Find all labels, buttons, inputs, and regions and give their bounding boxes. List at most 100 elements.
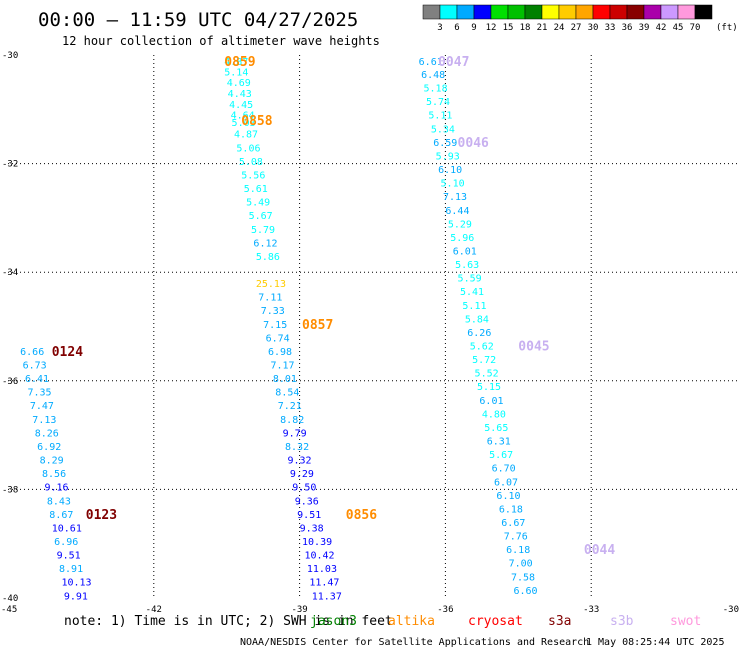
chart-title: 00:00 — 11:59 UTC 04/27/2025	[38, 9, 358, 31]
swh-value: 7.33	[261, 306, 285, 317]
colorbar-label: 24	[554, 23, 565, 33]
swh-value: 5.63	[455, 260, 479, 271]
colorbar-swatch	[609, 4, 628, 20]
swh-value: 5.11	[462, 301, 486, 312]
swh-value: 6.48	[421, 70, 445, 81]
swh-value: 9.79	[283, 428, 307, 439]
colorbar-swatch	[643, 4, 662, 20]
x-tick-label: -36	[437, 605, 453, 615]
swh-value: 6.44	[445, 206, 469, 217]
swh-value: 9.32	[287, 456, 311, 467]
swh-value: 9.51	[57, 551, 81, 562]
swh-value: 8.54	[275, 388, 299, 399]
swh-value: 11.37	[312, 591, 342, 602]
swh-value: 6.59	[433, 138, 457, 149]
pass-time-label: 0046	[458, 136, 489, 151]
y-tick-label: -30	[2, 51, 18, 61]
colorbar-swatch	[592, 4, 611, 20]
swh-value: 10.61	[52, 523, 82, 534]
colorbar-swatch	[456, 4, 475, 20]
swh-value: 5.84	[465, 314, 489, 325]
swh-value: 6.26	[467, 328, 491, 339]
colorbar-swatch	[626, 4, 645, 20]
swh-value: 5.74	[426, 97, 450, 108]
swh-value: 6.60	[513, 586, 537, 597]
colorbar-label: 30	[588, 23, 599, 33]
swh-value: 5.56	[241, 170, 265, 181]
swh-value: 5.52	[475, 369, 499, 380]
swh-value: 8.56	[42, 469, 66, 480]
swh-value: 5.86	[256, 252, 280, 263]
swh-value: 5.41	[460, 287, 484, 298]
colorbar-label: 39	[639, 23, 650, 33]
swh-value: 9.36	[295, 496, 319, 507]
swh-value: 5.03	[232, 118, 256, 129]
swh-value: 6.10	[496, 491, 520, 502]
swh-value: 8.01	[273, 374, 297, 385]
swh-value: 10.13	[61, 578, 91, 589]
swh-value: 5.18	[424, 84, 448, 95]
colorbar-swatch	[541, 4, 560, 20]
footer-credit: NOAA/NESDIS Center for Satellite Applica…	[240, 637, 589, 648]
chart-subtitle: 12 hour collection of altimeter wave hei…	[62, 34, 380, 48]
y-tick-label: -32	[2, 160, 18, 170]
swh-value: 9.38	[300, 523, 324, 534]
swh-value: 7.13	[443, 192, 467, 203]
swh-value: 11.47	[309, 578, 339, 589]
legend-cryosat: cryosat	[468, 614, 523, 629]
swh-value: 5.11	[428, 111, 452, 122]
pass-time-label: 0044	[584, 543, 615, 558]
swh-value: 6.98	[268, 347, 292, 358]
swh-value: 8.32	[285, 442, 309, 453]
swh-value: 7.00	[509, 559, 533, 570]
colorbar-swatch	[490, 4, 509, 20]
swh-value: 4.43	[228, 89, 252, 100]
colorbar-label: 18	[520, 23, 531, 33]
swh-value: 5.34	[431, 124, 455, 135]
pass-time-label: 0045	[518, 340, 549, 355]
pass-time-label: 0857	[302, 318, 333, 333]
colorbar-label: 33	[605, 23, 616, 33]
swh-value: 5.06	[236, 143, 260, 154]
swh-value: 6.41	[25, 374, 49, 385]
swh-value: 4.80	[482, 409, 506, 420]
swh-value: 9.51	[297, 510, 321, 521]
swh-value: 8.82	[280, 415, 304, 426]
satellite-legend: jason3 altika cryosat s3a s3b swot	[310, 614, 701, 629]
swh-value: 7.21	[278, 401, 302, 412]
colorbar-swatch	[422, 4, 441, 20]
swh-value: 6.66	[20, 347, 44, 358]
swh-value: 5.59	[458, 274, 482, 285]
swh-value: 5.08	[239, 157, 263, 168]
y-tick-label: -34	[2, 268, 18, 278]
pass-time-label: 0858	[241, 114, 272, 129]
colorbar: 3 6 9 12 15 18 21 24 27 30 33 36 39 42 45 70 (ft)	[422, 4, 738, 33]
swh-value: 4.64	[231, 111, 255, 122]
swh-value: 6.01	[453, 246, 477, 257]
colorbar-swatch	[575, 4, 594, 20]
swh-value: 5.67	[249, 211, 273, 222]
swh-value: 5.61	[244, 184, 268, 195]
swh-value: 6.67	[501, 518, 525, 529]
swh-value: 7.11	[258, 293, 282, 304]
legend-altika: altika	[388, 614, 435, 629]
x-tick-label: -33	[583, 605, 599, 615]
swh-value: 5.10	[441, 179, 465, 190]
swh-value: 7.13	[32, 415, 56, 426]
colorbar-label: 27	[571, 23, 582, 33]
swh-value: 8.91	[59, 564, 83, 575]
pass-time-label: 0859	[224, 55, 255, 70]
x-tick-label: -45	[1, 605, 17, 615]
colorbar-label: 15	[503, 23, 514, 33]
swh-value: 6.70	[492, 464, 516, 475]
footer-timestamp: 1 May 08:25:44 UTC 2025	[586, 637, 724, 648]
pass-time-label: 0856	[346, 508, 377, 523]
swh-value: 6.92	[37, 442, 61, 453]
colorbar-swatch	[660, 4, 679, 20]
plot-grid	[8, 55, 737, 598]
track-layer: 4.875.144.694.434.454.645.0308594.875.06…	[20, 55, 615, 602]
swh-value: 10.42	[304, 551, 334, 562]
colorbar-label: 21	[537, 23, 548, 33]
swh-value: 5.65	[484, 423, 508, 434]
colorbar-label: 3	[437, 23, 442, 33]
